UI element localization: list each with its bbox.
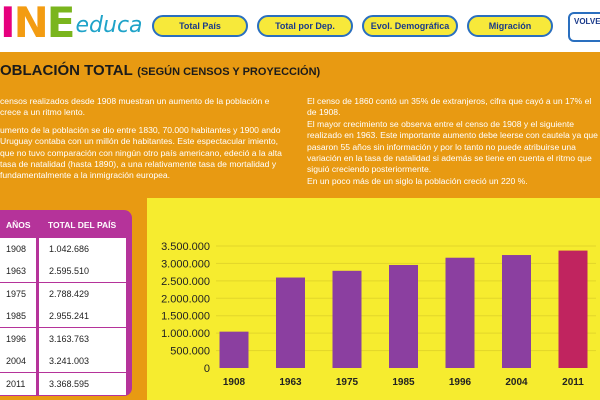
logo-ine-text: INE xyxy=(0,0,75,47)
x-tick-label: 1975 xyxy=(336,377,359,388)
page-title-main: OBLACIÓN TOTAL xyxy=(0,62,133,79)
year-cell: 1963 xyxy=(0,260,36,283)
year-cell: 1996 xyxy=(0,327,36,350)
total-cell: 2.595.510 xyxy=(39,260,126,283)
year-cell: 1908 xyxy=(0,238,36,260)
paragraph: En un poco más de un siglo la población … xyxy=(307,175,528,186)
page-title-sub: (SEGÚN CENSOS Y PROYECCIÓN) xyxy=(137,66,321,78)
y-tick-label: 1.500.000 xyxy=(161,311,210,323)
x-tick-label: 2004 xyxy=(505,377,528,388)
table-row: 1985 2.955.241 xyxy=(0,305,126,328)
y-tick-label: 0 xyxy=(204,363,210,375)
x-tick-label: 1996 xyxy=(449,377,472,388)
logo-educa-text: educa xyxy=(75,13,143,38)
x-tick-label: 1908 xyxy=(223,377,246,388)
year-cell: 1985 xyxy=(0,305,36,328)
bar-2011 xyxy=(558,250,588,368)
table-row: 2011 3.368.595 xyxy=(0,372,126,395)
year-cell: 1975 xyxy=(0,282,36,305)
total-cell: 1.042.686 xyxy=(39,238,126,260)
table-row: 1963 2.595.510 xyxy=(0,260,126,283)
y-tick-label: 3.000.000 xyxy=(161,258,210,270)
paragraph: umento de la población se dio entre 1830… xyxy=(0,124,282,181)
bar-2004 xyxy=(502,255,531,368)
paragraph: censos realizados desde 1908 muestran un… xyxy=(0,96,270,118)
table-row: 1908 1.042.686 xyxy=(0,238,126,260)
nav-migracion-button[interactable]: Migración xyxy=(467,15,553,37)
y-tick-label: 2.000.000 xyxy=(161,293,210,305)
nav-total-por-dep-button[interactable]: Total por Dep. xyxy=(257,15,353,37)
x-tick-label: 1985 xyxy=(392,377,415,388)
table-row: 1975 2.788.429 xyxy=(0,282,126,305)
table-row: 2004 3.241.003 xyxy=(0,350,126,373)
table-rows: 1908 1.042.686 1963 2.595.510 1975 2.788.42… xyxy=(0,238,126,395)
back-button[interactable]: VOLVE xyxy=(568,12,600,42)
intro-text-left: censos realizados desde 1908 muestran un… xyxy=(0,96,292,188)
y-tick-label: 2.500.000 xyxy=(161,276,210,288)
intro-text-right: El censo de 1860 contó un 35% de extranj… xyxy=(307,96,600,193)
year-cell: 2004 xyxy=(0,350,36,373)
y-tick-label: 500.000 xyxy=(170,346,210,358)
table-header: AÑOS TOTAL DEL PAÍS xyxy=(0,213,128,237)
table-row: 1996 3.163.763 xyxy=(0,327,126,350)
total-cell: 3.163.763 xyxy=(39,327,126,350)
top-bar: INE educa Total País Total por Dep. Evol… xyxy=(0,0,600,52)
ine-educa-logo[interactable]: INE educa xyxy=(0,2,143,44)
total-cell: 2.788.429 xyxy=(39,282,126,305)
bar-1975 xyxy=(332,270,362,368)
x-tick-label: 2011 xyxy=(562,377,584,388)
y-tick-label: 1.000.000 xyxy=(161,328,210,340)
year-cell: 2011 xyxy=(0,372,36,395)
header-total: TOTAL DEL PAÍS xyxy=(48,220,117,230)
page-title: OBLACIÓN TOTAL (SEGÚN CENSOS Y PROYECCIÓ… xyxy=(0,62,320,80)
bar-1963 xyxy=(276,277,305,368)
header-years: AÑOS xyxy=(6,220,31,230)
bar-1996 xyxy=(445,257,475,368)
total-cell: 2.955.241 xyxy=(39,305,126,328)
bar-1908 xyxy=(219,331,249,368)
nav-total-pais-button[interactable]: Total País xyxy=(152,15,248,37)
x-tick-label: 1963 xyxy=(279,377,302,388)
total-cell: 3.241.003 xyxy=(39,350,126,373)
y-tick-label: 3.500.000 xyxy=(161,241,210,253)
total-cell: 3.368.595 xyxy=(39,372,126,395)
paragraph: El censo de 1860 contó un 35% de extranj… xyxy=(307,96,592,118)
bar-1985 xyxy=(389,264,418,368)
nav-evol-demografica-button[interactable]: Evol. Demográfica xyxy=(362,15,458,37)
paragraph: El mayor crecimiento se observa entre el… xyxy=(307,118,598,175)
